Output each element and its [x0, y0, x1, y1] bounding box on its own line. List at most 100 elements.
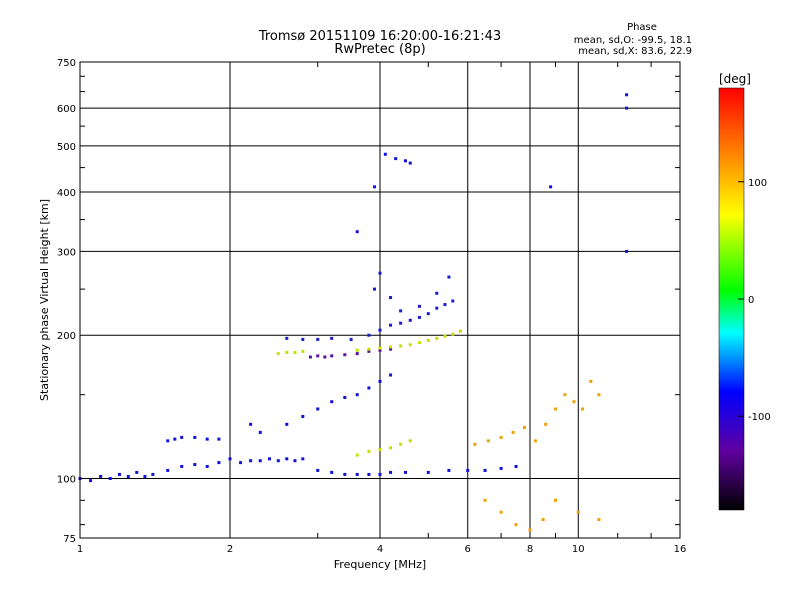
data-point: [389, 446, 393, 450]
x-axis-label: Frequency [MHz]: [334, 558, 426, 571]
y-axis-label: Stationary phase Virtual Height [km]: [38, 199, 51, 401]
colorbar-tick-label: 0: [748, 295, 754, 306]
data-point: [285, 350, 289, 354]
data-point: [217, 461, 221, 465]
data-point: [285, 422, 289, 426]
data-point: [389, 345, 393, 349]
data-point: [389, 323, 393, 327]
data-point: [173, 437, 177, 441]
data-point: [126, 474, 130, 478]
data-point: [330, 336, 334, 340]
data-point: [589, 379, 593, 383]
data-point: [581, 407, 585, 411]
data-point: [355, 352, 359, 356]
colorbar-label: [deg]: [719, 72, 751, 86]
data-point: [523, 425, 527, 429]
data-point: [373, 185, 377, 189]
data-point: [135, 470, 139, 474]
data-point: [99, 474, 103, 478]
data-point: [408, 343, 412, 347]
data-point: [394, 157, 398, 161]
data-point: [258, 430, 262, 434]
data-point: [378, 348, 382, 352]
data-point: [151, 472, 155, 476]
data-point: [572, 400, 576, 404]
data-point: [267, 457, 271, 461]
data-point: [435, 336, 439, 340]
data-point: [367, 349, 371, 353]
data-point: [349, 337, 353, 341]
data-point: [435, 291, 439, 295]
axis-ticks: 1 2 4 6 8 10 16 75 100 200 300 400 500 600 750: [57, 58, 686, 555]
data-point: [276, 352, 280, 356]
data-point: [514, 464, 518, 468]
data-point: [343, 395, 347, 399]
data-point: [447, 468, 451, 472]
data-point: [541, 518, 545, 522]
data-point: [451, 299, 455, 303]
data-point: [301, 457, 305, 461]
data-point: [355, 230, 359, 234]
data-point: [166, 468, 170, 472]
data-point: [166, 439, 170, 443]
data-point: [483, 498, 487, 502]
data-point: [367, 347, 371, 351]
data-point: [625, 93, 629, 97]
data-point: [193, 463, 197, 467]
data-point: [378, 472, 382, 476]
data-point: [408, 161, 412, 165]
data-point: [466, 468, 470, 472]
data-point: [553, 407, 557, 411]
data-point: [576, 510, 580, 514]
data-point: [285, 457, 289, 461]
data-point: [399, 344, 403, 348]
x-tick-label: 1: [77, 544, 83, 555]
x-tick-label: 8: [527, 544, 533, 555]
data-point: [399, 442, 403, 446]
data-point: [355, 453, 359, 457]
data-point: [499, 435, 503, 439]
data-point: [544, 422, 548, 426]
data-point: [408, 439, 412, 443]
data-point: [417, 304, 421, 308]
data-point: [249, 422, 253, 426]
y-tick-label: 100: [57, 475, 76, 486]
data-point: [625, 106, 629, 110]
data-point: [276, 459, 280, 463]
data-point: [293, 459, 297, 463]
chart-title: Tromsø 20151109 16:20:00-16:21:43: [258, 29, 501, 44]
data-point: [549, 185, 553, 189]
y-tick-label: 750: [57, 58, 76, 69]
data-point: [499, 510, 503, 514]
data-point: [499, 466, 503, 470]
colorbar-tick-label: 100: [748, 178, 767, 189]
phase-stats-x: mean, sd,X: 83.6, 22.9: [578, 46, 692, 57]
plot-frame: [79, 61, 681, 539]
data-point: [486, 439, 490, 443]
data-point: [399, 309, 403, 313]
x-tick-label: 2: [227, 544, 233, 555]
data-point: [89, 479, 93, 483]
data-point: [239, 461, 243, 465]
grid-lines: [80, 62, 680, 538]
data-point: [249, 459, 253, 463]
data-point: [417, 315, 421, 319]
data-point: [435, 306, 439, 310]
data-point: [367, 449, 371, 453]
data-point: [108, 477, 112, 481]
data-point: [228, 457, 232, 461]
data-point: [301, 337, 305, 341]
y-tick-label: 300: [57, 247, 76, 258]
y-tick-label: 75: [63, 534, 76, 545]
data-point: [355, 393, 359, 397]
data-point: [330, 354, 334, 358]
data-point: [378, 379, 382, 383]
data-point: [408, 318, 412, 322]
colorbar-tick-label: -100: [748, 412, 771, 423]
data-point: [355, 472, 359, 476]
data-point: [389, 470, 393, 474]
data-point: [367, 333, 371, 337]
data-point: [597, 393, 601, 397]
y-tick-label: 500: [57, 142, 76, 153]
